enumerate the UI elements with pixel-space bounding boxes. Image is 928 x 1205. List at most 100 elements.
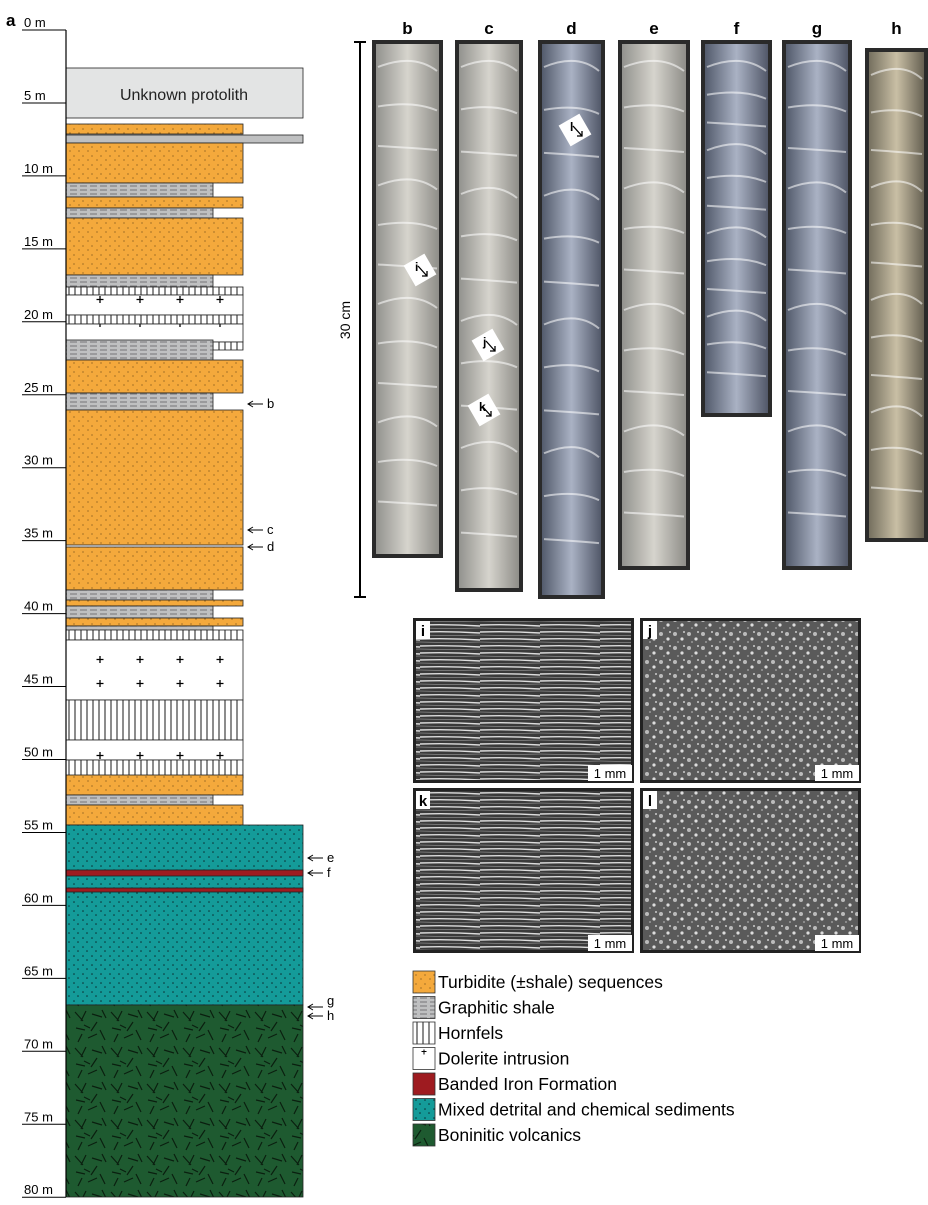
layer	[66, 393, 213, 410]
depth-label: 50 m	[24, 745, 53, 760]
core-photo	[784, 42, 850, 568]
sample-arrow	[248, 527, 263, 533]
thin-section-label: l	[648, 793, 652, 810]
legend-label: Boninitic volcanics	[438, 1125, 581, 1145]
layer	[66, 618, 243, 626]
layer	[66, 740, 243, 760]
layer	[66, 606, 213, 618]
thin-section-scale: 1 mm	[594, 936, 627, 951]
layer	[66, 825, 303, 1005]
legend-label: Mixed detrital and chemical sediments	[438, 1100, 735, 1120]
core-label: c	[484, 19, 493, 38]
figure: a Unknown protolith 0 m 5 m 10 m 15 m 20 m 25 m…	[0, 0, 928, 1205]
legend-swatch	[413, 1124, 435, 1146]
legend-label: Dolerite intrusion	[438, 1049, 569, 1069]
layer	[66, 135, 303, 143]
thin-section-scale: 1 mm	[821, 766, 854, 781]
layer	[66, 700, 243, 740]
sample-arrow	[308, 870, 323, 876]
thin-section-scale: 1 mm	[594, 766, 627, 781]
core-photo	[374, 42, 441, 556]
depth-label: 0 m	[24, 15, 46, 30]
sample-tag-label: j	[482, 335, 486, 349]
thin-section	[415, 790, 633, 952]
sample-marker: f	[327, 865, 331, 880]
thin-section	[642, 790, 860, 952]
core-label: e	[649, 19, 658, 38]
depth-label: 35 m	[24, 526, 53, 541]
legend-label: Turbidite (±shale) sequences	[438, 972, 663, 992]
layer	[66, 590, 213, 600]
layer	[66, 360, 243, 393]
layer	[66, 870, 303, 876]
sample-marker: h	[327, 1008, 334, 1023]
legend-label: Hornfels	[438, 1023, 503, 1043]
layer	[66, 124, 243, 134]
depth-label: 15 m	[24, 234, 53, 249]
depth-label: 40 m	[24, 599, 53, 614]
layer	[66, 795, 213, 805]
depth-label: 75 m	[24, 1109, 53, 1124]
figure-label: a	[6, 11, 16, 30]
legend-label: Banded Iron Formation	[438, 1074, 617, 1094]
core-label: b	[402, 19, 412, 38]
core-photo	[867, 50, 926, 540]
layer	[66, 547, 243, 590]
layer	[66, 183, 213, 197]
thin-section-label: k	[419, 793, 428, 810]
depth-label: 55 m	[24, 817, 53, 832]
core-label: g	[812, 19, 822, 38]
sample-arrow	[248, 401, 263, 407]
depth-label: 10 m	[24, 161, 53, 176]
legend-swatch	[413, 1073, 435, 1095]
thin-section	[415, 620, 633, 782]
layer	[66, 600, 243, 606]
layer	[66, 208, 213, 218]
thin-section	[642, 620, 860, 782]
layer	[66, 340, 213, 360]
sample-arrow	[248, 544, 263, 550]
depth-label: 60 m	[24, 890, 53, 905]
layer	[66, 287, 243, 295]
legend-swatch	[413, 1099, 435, 1121]
core-photo	[703, 42, 770, 415]
layer	[66, 410, 243, 545]
sample-marker: g	[327, 993, 334, 1008]
legend-swatch	[413, 971, 435, 993]
layer	[66, 197, 243, 208]
core-label: d	[566, 19, 576, 38]
thin-section-label: j	[647, 623, 652, 640]
depth-label: 45 m	[24, 672, 53, 687]
protolith-label: Unknown protolith	[120, 87, 248, 104]
depth-label: 20 m	[24, 307, 53, 322]
layer	[66, 630, 243, 640]
layer	[66, 805, 243, 825]
sample-arrow	[308, 1013, 323, 1019]
core-photo	[620, 42, 688, 568]
sample-marker: b	[267, 396, 274, 411]
core-photo	[457, 42, 521, 590]
layer	[66, 640, 243, 700]
legend-label: Graphitic shale	[438, 998, 555, 1018]
thin-section-label: i	[421, 623, 425, 640]
legend-swatch	[413, 997, 435, 1019]
layer	[66, 295, 243, 315]
layer	[66, 218, 243, 275]
sample-tag-label: l	[570, 120, 573, 134]
sample-arrow	[308, 855, 323, 861]
sample-arrow	[308, 1004, 323, 1010]
sample-marker: d	[267, 539, 274, 554]
depth-label: 30 m	[24, 453, 53, 468]
layer	[66, 315, 243, 324]
depth-label: 70 m	[24, 1036, 53, 1051]
sample-marker: c	[267, 522, 274, 537]
sample-tag-label: i	[415, 260, 418, 274]
sample-marker: e	[327, 850, 334, 865]
thin-section-scale: 1 mm	[821, 936, 854, 951]
depth-label: 5 m	[24, 88, 46, 103]
depth-label: 25 m	[24, 380, 53, 395]
depth-label: 65 m	[24, 963, 53, 978]
layer	[66, 143, 243, 183]
core-label: h	[891, 19, 901, 38]
layer	[66, 888, 303, 892]
